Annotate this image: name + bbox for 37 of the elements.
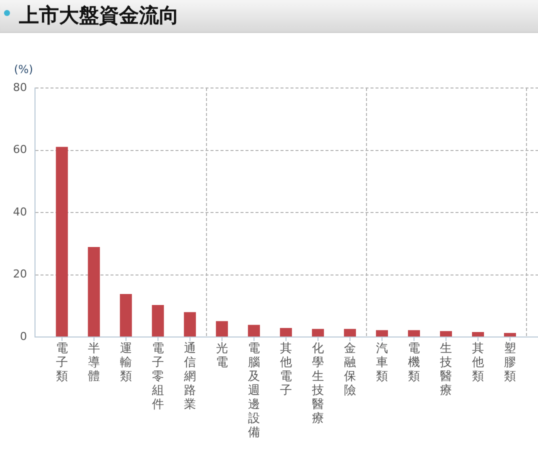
x-tick-label: 電子零組件: [150, 341, 164, 412]
x-tick-label: 其他電子: [280, 341, 292, 398]
x-tick-label: 半導體: [88, 341, 100, 384]
x-tick-label: 電子類: [56, 341, 68, 384]
y-tick-label: 40: [13, 205, 27, 218]
x-tick-label: 塑膠類: [504, 341, 516, 384]
y-tick-label: 0: [20, 330, 27, 343]
x-tick-label: 其他類: [472, 341, 484, 384]
bar: [408, 330, 420, 336]
x-tick-label: 汽車類: [376, 341, 388, 384]
bar: [216, 321, 228, 336]
bar: [344, 328, 356, 336]
x-tick-label: 運輸類: [120, 341, 132, 384]
x-tick-label: 化學生技醫療: [310, 341, 324, 426]
x-tick-label: 光電: [216, 341, 228, 370]
y-tick-label: 60: [13, 143, 27, 156]
x-tick-label: 通信網路業: [182, 341, 196, 412]
bar: [88, 247, 100, 336]
x-tick-label: 電腦及週邊設備: [248, 341, 260, 440]
bar: [280, 328, 292, 336]
bar: [440, 331, 452, 336]
chart-title: 上市大盤資金流向: [19, 2, 179, 29]
y-tick-label: 80: [13, 80, 27, 94]
bar: [472, 332, 484, 336]
bar: [504, 332, 516, 336]
y-tick-label: 20: [13, 268, 27, 281]
bar: [152, 304, 164, 336]
bar: [312, 328, 324, 336]
bar: [248, 324, 260, 336]
x-tick-label: 電機類: [408, 341, 420, 384]
bar: [376, 330, 388, 336]
x-tick-label: 生技醫療: [438, 341, 452, 398]
bar: [120, 294, 132, 336]
bar: [184, 312, 196, 336]
x-tick-label: 金融保險: [344, 341, 356, 398]
y-axis-title: (%): [14, 62, 34, 76]
bar: [56, 146, 68, 336]
